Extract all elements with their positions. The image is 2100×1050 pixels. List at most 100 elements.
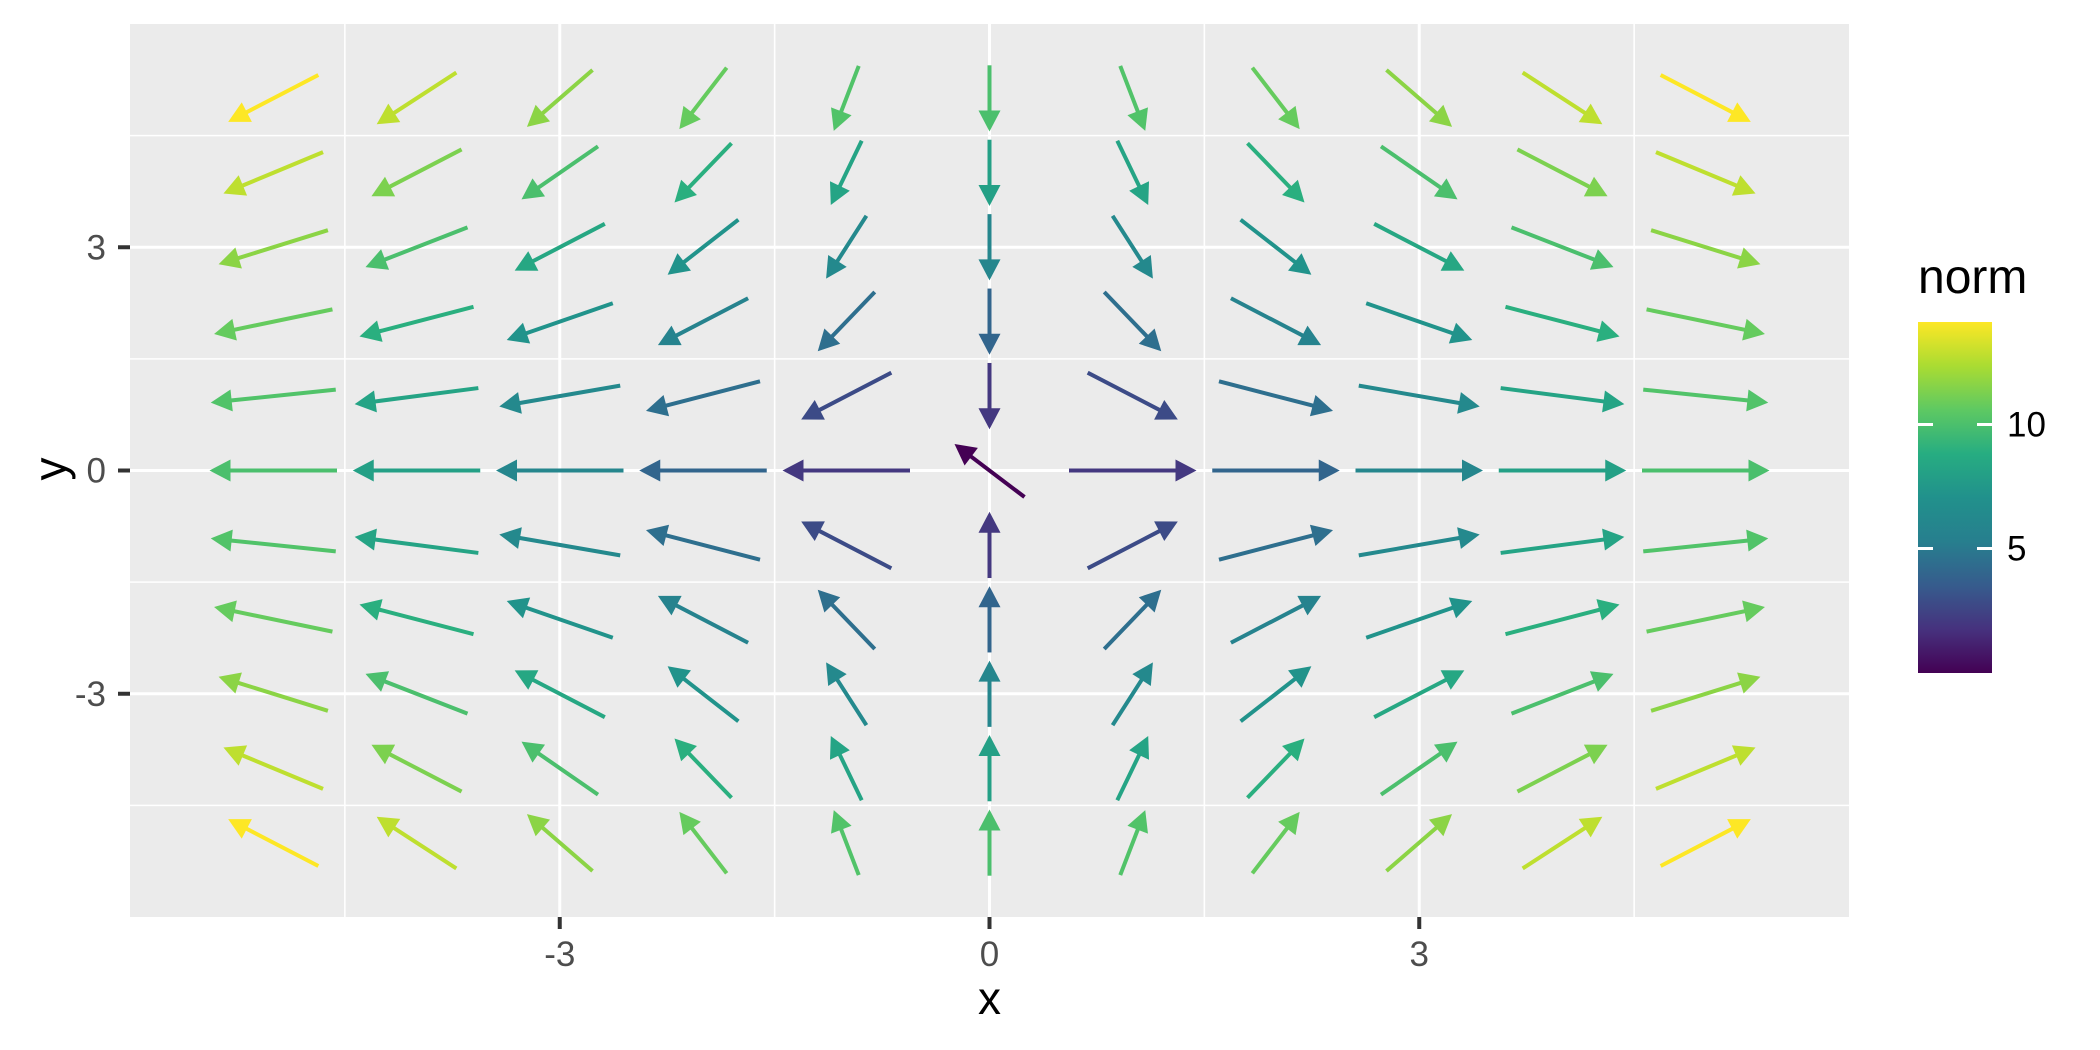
vector-arrow — [674, 141, 733, 203]
arrow-head — [978, 184, 1001, 206]
arrow-shaft — [536, 822, 594, 873]
vector-arrow — [223, 745, 324, 791]
vector-arrow — [657, 595, 749, 645]
arrow-shaft — [686, 66, 729, 119]
arrow-shaft — [1218, 379, 1320, 410]
arrow-head — [214, 318, 237, 341]
arrow-head — [829, 736, 850, 760]
arrow-shaft — [678, 218, 740, 268]
vector-arrow — [1646, 307, 1765, 341]
vector-arrow — [978, 362, 1001, 430]
vector-arrow — [1239, 666, 1312, 723]
vector-arrow — [218, 672, 329, 713]
arrow-head — [639, 459, 661, 482]
arrow-shaft — [1246, 141, 1296, 194]
vector-arrow — [639, 459, 767, 482]
arrow-head — [1309, 524, 1334, 547]
vector-arrow — [1650, 672, 1761, 713]
arrow-shaft — [240, 73, 320, 117]
arrow-head — [514, 251, 539, 271]
vector-arrow — [1230, 296, 1322, 346]
arrow-head — [1596, 320, 1620, 342]
arrow-head — [526, 104, 551, 127]
vector-arrow — [359, 304, 475, 342]
vector-arrow — [667, 666, 740, 723]
arrow-shaft — [1659, 73, 1739, 117]
vector-arrow — [782, 459, 910, 482]
vector-arrow — [817, 589, 877, 651]
vector-arrow — [1504, 304, 1620, 342]
arrow-head — [1127, 810, 1148, 834]
arrow-shaft — [1239, 218, 1301, 268]
arrow-shaft — [369, 386, 479, 405]
arrow-head — [782, 459, 804, 482]
arrow-shaft — [1650, 679, 1747, 713]
vector-arrow — [826, 662, 869, 727]
vector-arrow — [210, 529, 336, 554]
vector-arrow — [1650, 228, 1761, 269]
legend-tick-label: 5 — [2007, 529, 2027, 569]
vector-arrow — [1218, 379, 1334, 417]
vector-arrow — [365, 671, 469, 716]
legend-colorbar — [1918, 322, 1992, 673]
arrow-shaft — [1086, 370, 1166, 415]
arrow-head — [214, 600, 237, 623]
arrow-shaft — [832, 673, 869, 727]
arrow-head — [1129, 181, 1150, 205]
arrow-shaft — [1118, 65, 1142, 118]
arrow-head — [978, 408, 1001, 430]
arrow-shaft — [1246, 747, 1296, 800]
vector-arrow — [1239, 218, 1312, 275]
vector-arrow — [954, 444, 1026, 499]
arrow-shaft — [1358, 383, 1466, 406]
legend-tick-mark — [1918, 423, 1933, 427]
legend-tick-mark — [1977, 547, 1992, 551]
arrow-head — [1278, 811, 1300, 836]
arrow-head — [978, 586, 1001, 608]
vector-arrow — [1655, 745, 1756, 791]
vector-arrow — [674, 738, 733, 800]
arrow-shaft — [1250, 822, 1293, 875]
arrow-shaft — [686, 822, 729, 875]
arrow-head — [1138, 328, 1162, 352]
vector-arrow — [514, 222, 606, 271]
vector-arrow — [1373, 670, 1465, 719]
vector-arrow — [1500, 386, 1625, 413]
arrow-head — [376, 816, 401, 838]
arrow-shaft — [1250, 66, 1293, 119]
arrow-shaft — [1218, 531, 1320, 562]
arrow-shaft — [240, 824, 320, 868]
vector-arrow — [978, 214, 1001, 281]
arrow-shaft — [225, 387, 336, 404]
arrow-head — [376, 103, 401, 125]
arrow-head — [359, 599, 383, 621]
arrow-head — [1433, 741, 1458, 763]
vector-arrow — [376, 816, 458, 871]
arrow-shaft — [1655, 751, 1743, 791]
arrow-head — [210, 529, 233, 552]
vector-arrow — [1521, 70, 1603, 125]
arrow-head — [1737, 672, 1761, 694]
arrow-head — [365, 249, 390, 270]
arrow-head — [1154, 400, 1178, 420]
arrow-shaft — [678, 673, 740, 723]
arrow-shaft — [1110, 214, 1147, 268]
arrow-head — [1175, 459, 1197, 482]
arrow-head — [978, 660, 1001, 682]
arrow-head — [1428, 814, 1453, 837]
arrow-head — [1748, 459, 1770, 482]
arrow-shaft — [388, 823, 458, 871]
arrow-shaft — [536, 68, 594, 119]
vector-arrow — [1655, 150, 1756, 196]
arrow-head — [1127, 107, 1148, 131]
arrow-shaft — [1521, 70, 1591, 118]
vector-arrow — [978, 735, 1001, 802]
arrow-head — [1746, 529, 1769, 552]
arrow-head — [354, 390, 377, 413]
vector-arrow — [645, 524, 761, 562]
vector-arrow — [1643, 529, 1769, 554]
vector-arrow — [978, 586, 1001, 653]
arrow-head — [1309, 394, 1334, 417]
vector-arrow — [514, 670, 606, 719]
